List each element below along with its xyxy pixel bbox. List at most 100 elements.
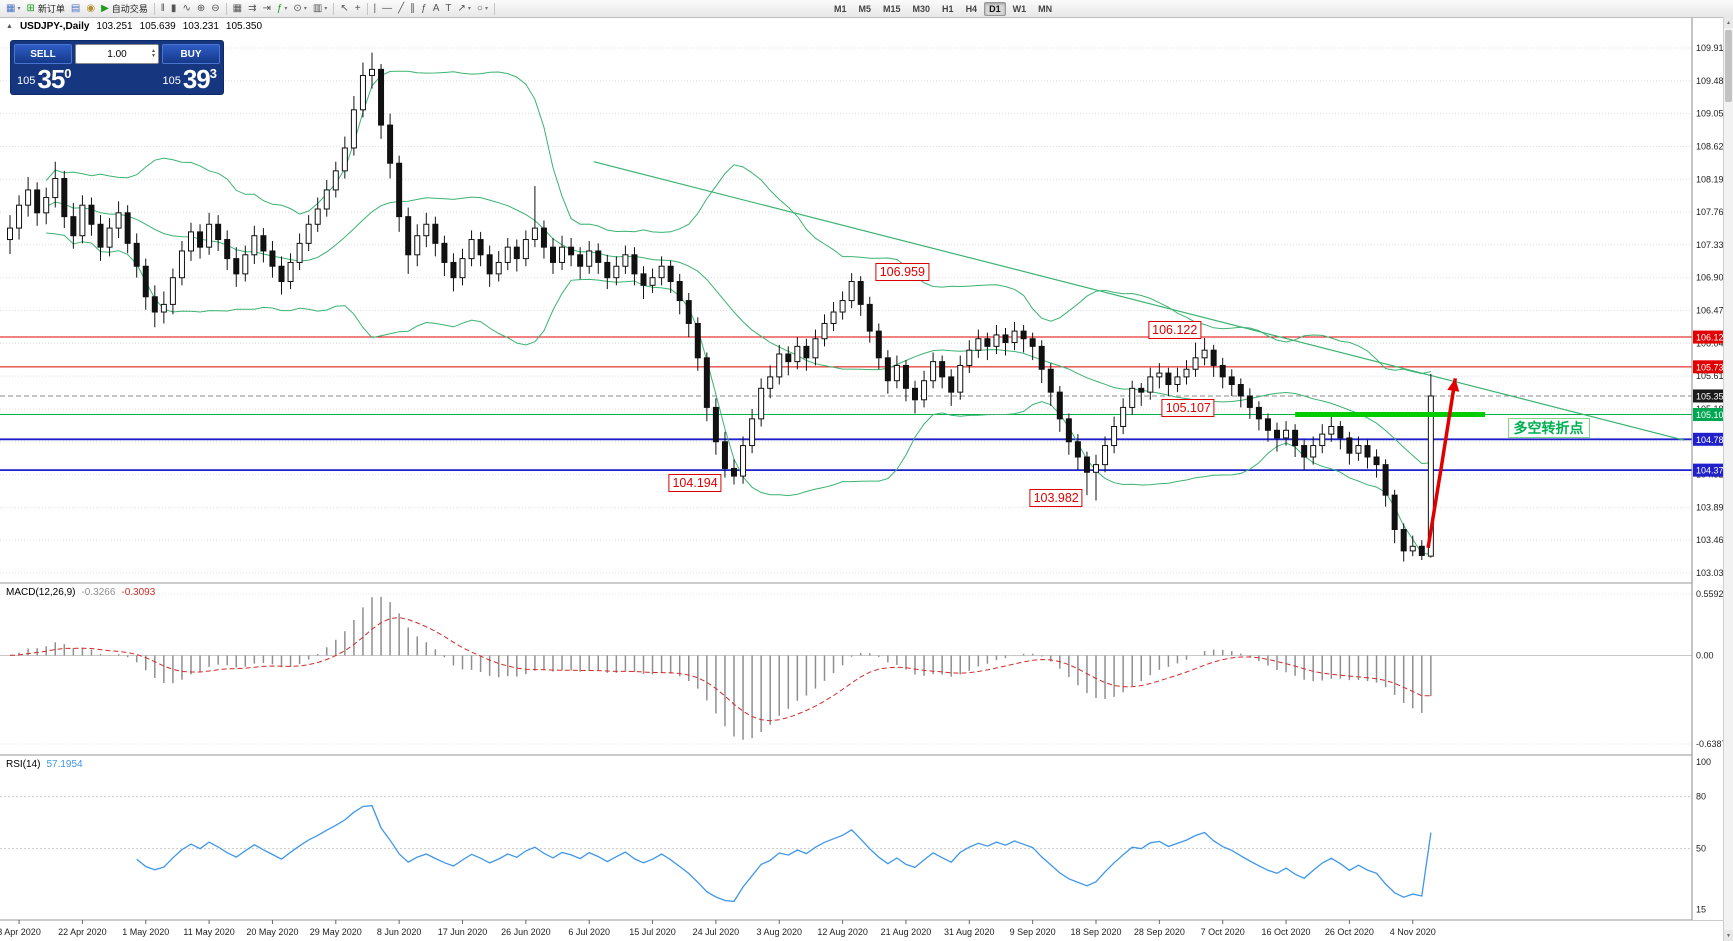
text-icon[interactable]: A: [432, 2, 440, 14]
new-chart-icon[interactable]: ▦ ▾: [6, 2, 21, 14]
one-click-panel-toggle-icon[interactable]: ▲: [6, 23, 13, 30]
new-order-button[interactable]: ⊞ 新订单: [26, 2, 65, 14]
svg-text:21 Aug 2020: 21 Aug 2020: [881, 927, 932, 937]
svg-text:9 Sep 2020: 9 Sep 2020: [1010, 927, 1056, 937]
macd-name: MACD(12,26,9): [6, 587, 76, 598]
toolbar-buttons: ▦ ▾ ⊞ 新订单 ▤ ◉ ▶ 自动交易 ‖ ▮ ∿ ⊕ ⊖ ▦ ⇉ ⇥ ƒ ▾ ⊙ ▾ ▥ ▾ ↖ + | — ╱ ∥ ƒ A T ↗ ▾ ○ ▾: [3, 2, 498, 16]
volume-value: 1.00: [107, 48, 127, 60]
bid-price[interactable]: 105 35 0: [17, 64, 72, 94]
svg-text:-0.6387: -0.6387: [1696, 739, 1727, 749]
symbol-title: USDJPY-,Daily: [19, 21, 90, 32]
svg-text:11 May 2020: 11 May 2020: [183, 927, 234, 937]
svg-text:104.378: 104.378: [1696, 466, 1729, 476]
periods-icon[interactable]: ⊙ ▾: [293, 2, 307, 14]
svg-text:106.470: 106.470: [1696, 306, 1729, 316]
horizontal-lines: [0, 336, 1692, 472]
volume-decrease-icon[interactable]: ▼: [151, 53, 156, 59]
autotrading-button[interactable]: ▶ 自动交易: [101, 2, 148, 14]
volume-increase-icon[interactable]: ▲: [151, 48, 156, 54]
toolbar-separator: [225, 2, 227, 15]
label-icon[interactable]: T: [445, 2, 452, 14]
fibonacci-icon[interactable]: ƒ: [421, 2, 427, 14]
crosshair-icon[interactable]: +: [354, 2, 361, 14]
timeframe-h1[interactable]: H1: [942, 3, 954, 14]
svg-text:3 Apr 2020: 3 Apr 2020: [0, 927, 41, 937]
timeframe-h4[interactable]: H4: [965, 3, 978, 14]
svg-text:17 Jun 2020: 17 Jun 2020: [438, 927, 488, 937]
arrows-icon[interactable]: ↗ ▾: [457, 2, 471, 14]
ask-price[interactable]: 105 39 3: [162, 64, 217, 94]
date-axis: 3 Apr 2020 22 Apr 2020 1 May 2020 11 May 20…: [0, 919, 1733, 941]
line-chart-icon[interactable]: ∿: [182, 2, 191, 14]
channel-icon[interactable]: ∥: [410, 2, 416, 14]
svg-text:4 Nov 2020: 4 Nov 2020: [1390, 927, 1436, 937]
zoom-out-icon[interactable]: ⊖: [211, 2, 220, 14]
scrollbar-thumb[interactable]: [1725, 30, 1732, 102]
svg-text:103.890: 103.890: [1696, 502, 1729, 512]
templates-icon[interactable]: ▥ ▾: [312, 2, 328, 14]
svg-text:106.122: 106.122: [1696, 333, 1729, 343]
svg-text:15: 15: [1696, 904, 1706, 914]
svg-text:28 Sep 2020: 28 Sep 2020: [1134, 927, 1185, 937]
svg-text:16 Oct 2020: 16 Oct 2020: [1262, 927, 1311, 937]
macd-indicator-label: MACD(12,26,9) -0.3266 -0.3093: [6, 587, 155, 598]
one-click-trading-panel: SELL 1.00 ▲ ▼ BUY 105 35 0 105 39 3: [10, 40, 224, 95]
toolbar-separator: [333, 2, 335, 15]
svg-text:103.460: 103.460: [1696, 535, 1729, 545]
svg-text:12 Aug 2020: 12 Aug 2020: [817, 927, 868, 937]
shapes-icon[interactable]: ○ ▾: [476, 2, 488, 14]
rsi-name: RSI(14): [6, 759, 41, 770]
svg-text:105.732: 105.732: [1696, 362, 1729, 372]
vertical-scrollbar[interactable]: ▲ ▼: [1723, 17, 1733, 941]
trendline: [593, 161, 1685, 441]
ohlc-open: 103.251: [96, 21, 133, 32]
rsi-value: 57.1954: [46, 759, 83, 770]
timeframe-mn[interactable]: MN: [1038, 3, 1053, 14]
candlestick-chart-icon[interactable]: ▮: [170, 2, 177, 14]
horizontal-line-icon[interactable]: —: [382, 2, 393, 14]
svg-text:7 Oct 2020: 7 Oct 2020: [1201, 927, 1245, 937]
svg-text:18 Sep 2020: 18 Sep 2020: [1070, 927, 1121, 937]
buy-button[interactable]: BUY: [162, 44, 220, 64]
svg-text:24 Jul 2020: 24 Jul 2020: [693, 927, 740, 937]
rsi-indicator-label: RSI(14) 57.1954: [6, 759, 83, 770]
scroll-up-icon[interactable]: ▲: [1724, 17, 1733, 28]
svg-text:8 Jun 2020: 8 Jun 2020: [377, 927, 422, 937]
trendline-icon[interactable]: ╱: [398, 2, 405, 14]
timeframe-m5[interactable]: M5: [858, 3, 872, 14]
zoom-in-icon[interactable]: ⊕: [196, 2, 206, 14]
bar-chart-icon[interactable]: ‖: [160, 2, 165, 14]
svg-text:105.610: 105.610: [1696, 371, 1729, 381]
auto-scroll-icon[interactable]: ⇉: [248, 2, 257, 14]
vertical-line-icon[interactable]: |: [373, 2, 377, 14]
timeframe-toolbar: M1 M5 M15 M30 H1 H4 D1 W1 MN: [828, 1, 1058, 16]
timeframe-w1[interactable]: W1: [1012, 3, 1027, 14]
toolbar-separator: [493, 2, 495, 15]
market-watch-icon[interactable]: ▤: [70, 2, 81, 14]
svg-text:50: 50: [1696, 844, 1706, 854]
svg-text:15 Jul 2020: 15 Jul 2020: [629, 927, 676, 937]
svg-text:105.350: 105.350: [1696, 391, 1729, 401]
timeframe-m15[interactable]: M15: [883, 3, 901, 14]
timeframe-m1[interactable]: M1: [833, 3, 847, 14]
timeframe-d1[interactable]: D1: [984, 1, 1006, 16]
ohlc-low: 103.231: [182, 21, 219, 32]
indicators-icon[interactable]: ƒ ▾: [276, 2, 288, 14]
svg-text:0.5592: 0.5592: [1696, 589, 1724, 599]
main-chart-grid: [0, 47, 1692, 574]
tile-windows-icon[interactable]: ▦: [232, 2, 243, 14]
timeframe-m30[interactable]: M30: [912, 3, 931, 14]
navigator-icon[interactable]: ◉: [86, 2, 96, 14]
scroll-down-icon[interactable]: ▼: [1724, 930, 1733, 941]
svg-text:20 May 2020: 20 May 2020: [246, 927, 298, 937]
chart-shift-icon[interactable]: ⇥: [262, 2, 271, 14]
volume-field[interactable]: 1.00 ▲ ▼: [75, 44, 159, 64]
svg-text:107.760: 107.760: [1696, 207, 1729, 217]
svg-text:1 May 2020: 1 May 2020: [122, 927, 169, 937]
cursor-icon[interactable]: ↖: [340, 2, 349, 14]
sell-button[interactable]: SELL: [14, 44, 72, 64]
svg-text:109.480: 109.480: [1696, 76, 1729, 86]
